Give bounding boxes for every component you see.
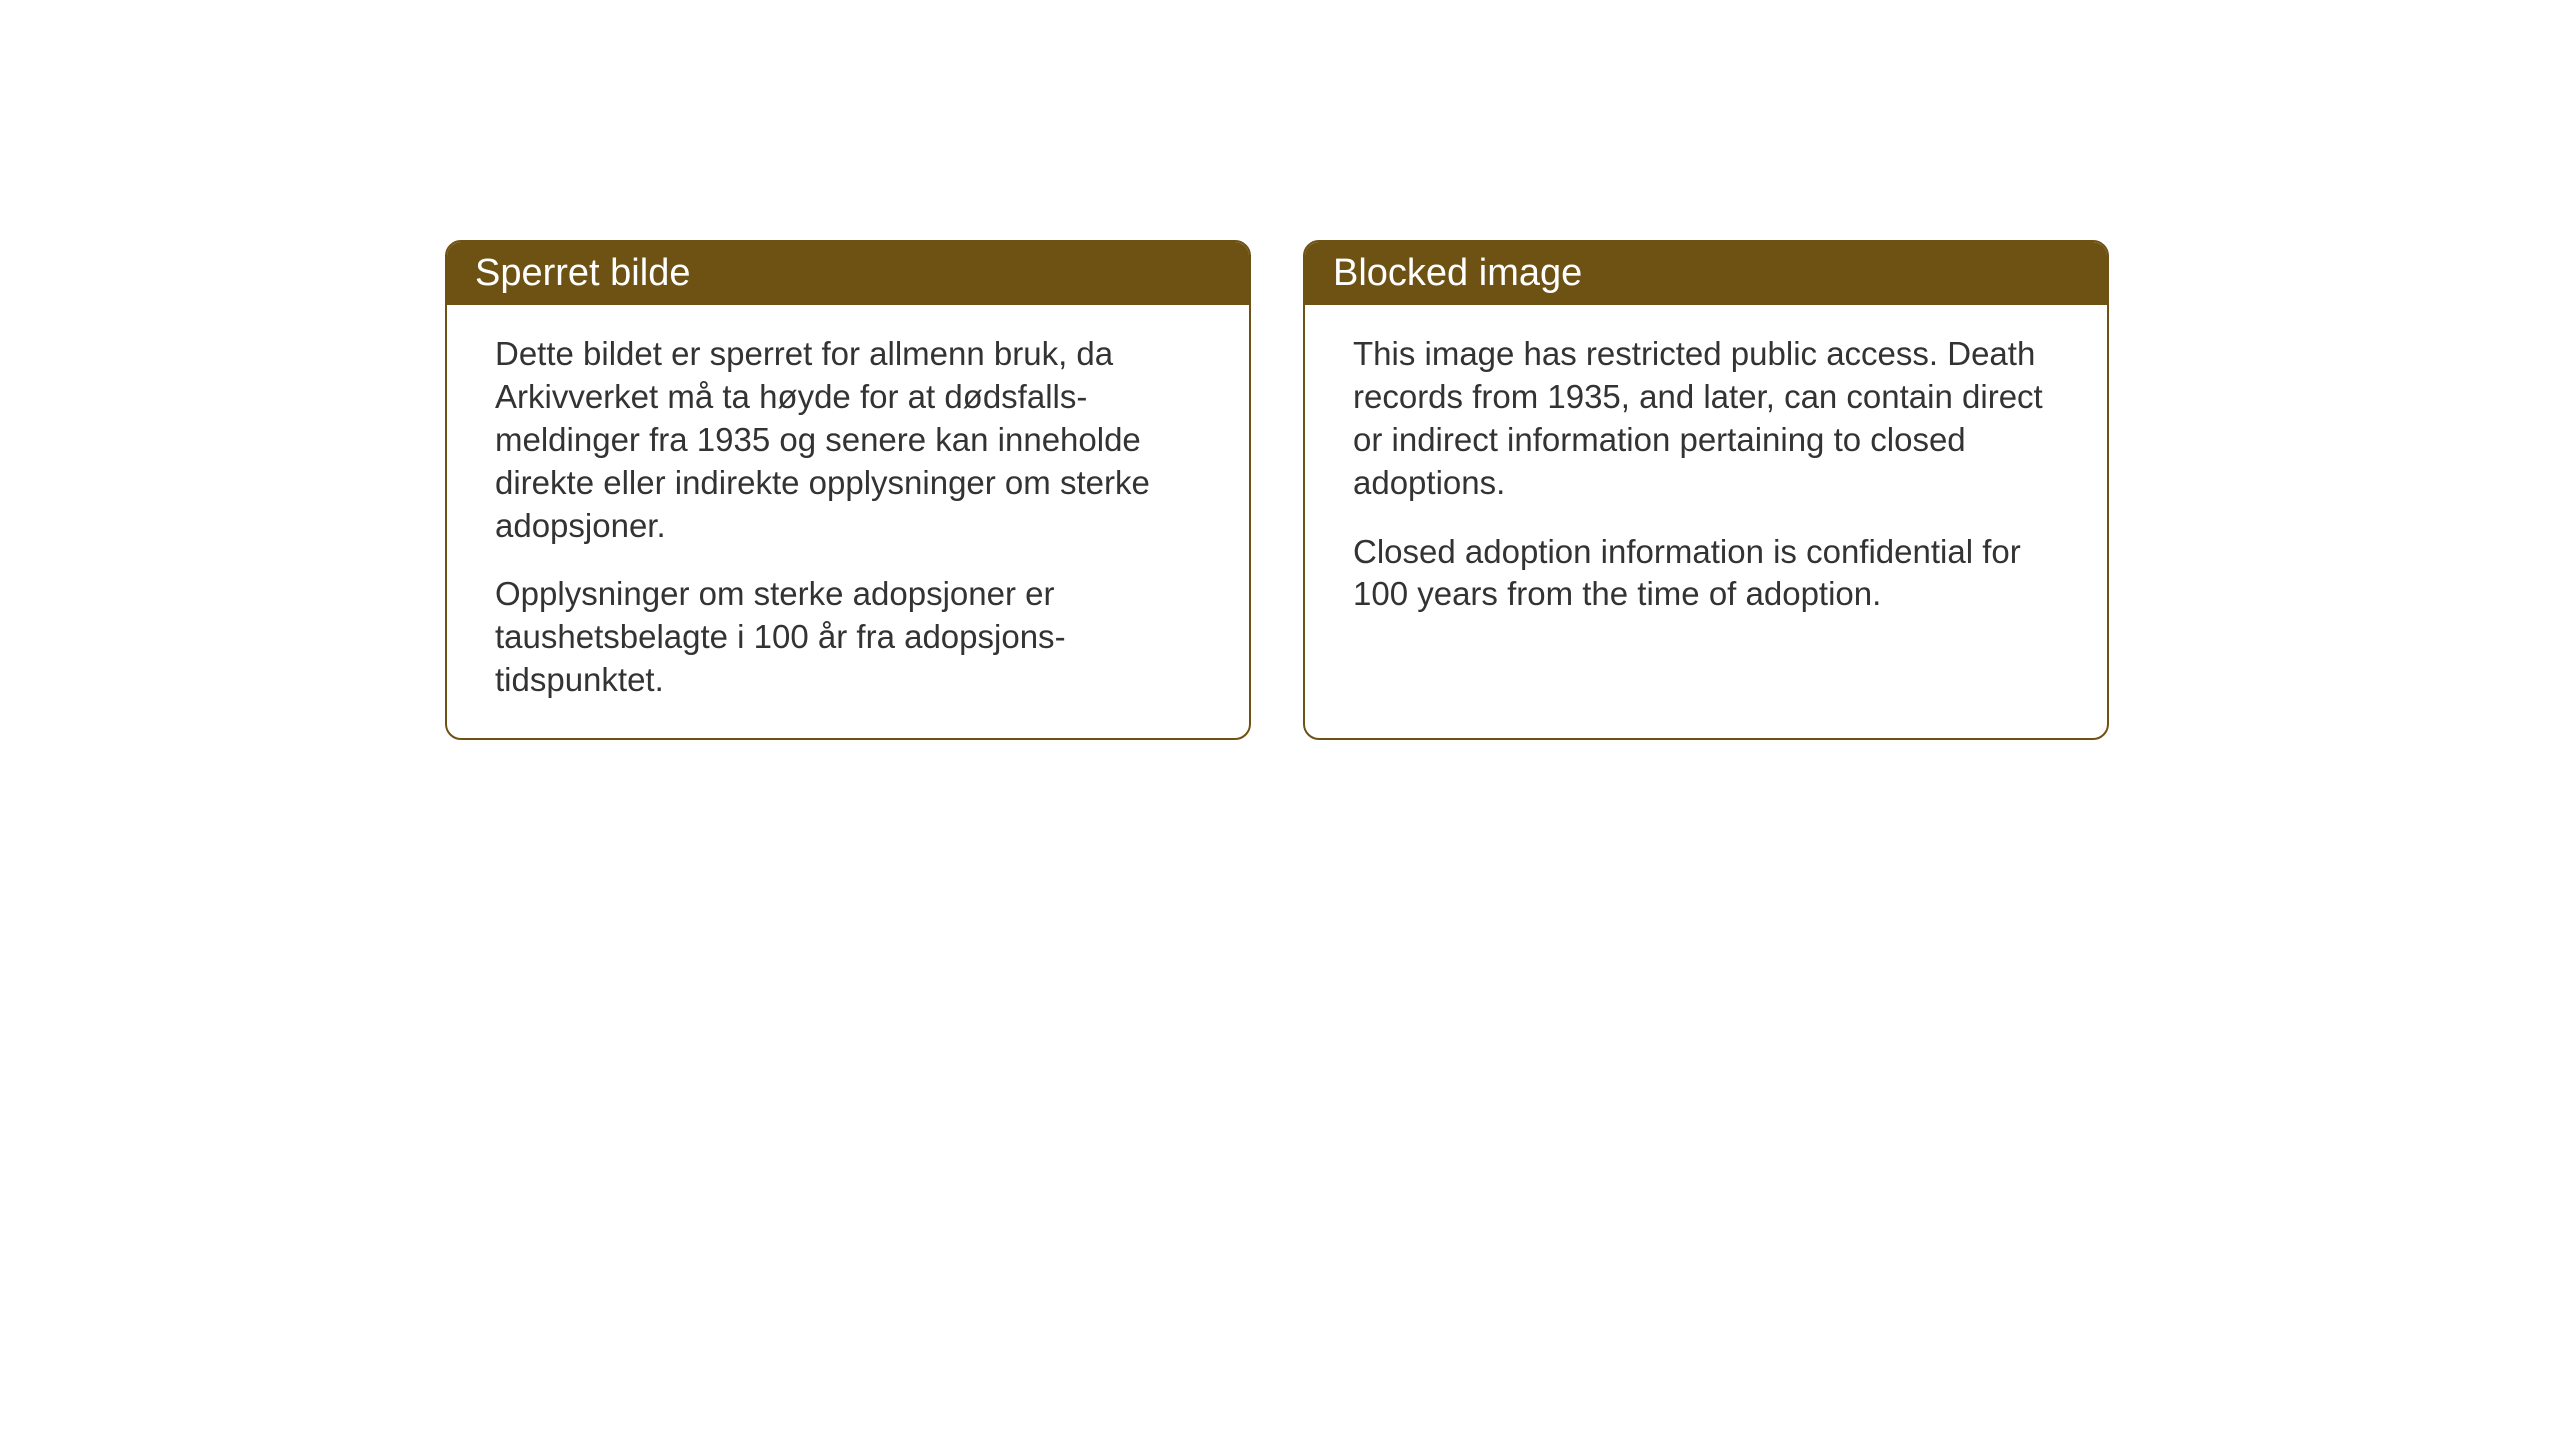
notice-body-norwegian: Dette bildet er sperret for allmenn bruk… [447, 305, 1249, 738]
notice-body-english: This image has restricted public access.… [1305, 305, 2107, 652]
notice-paragraph1-english: This image has restricted public access.… [1353, 333, 2059, 505]
notice-container: Sperret bilde Dette bildet er sperret fo… [0, 0, 2560, 740]
notice-title-norwegian: Sperret bilde [475, 252, 690, 294]
notice-paragraph2-english: Closed adoption information is confident… [1353, 531, 2059, 617]
notice-card-norwegian: Sperret bilde Dette bildet er sperret fo… [445, 240, 1251, 740]
notice-header-norwegian: Sperret bilde [447, 242, 1249, 305]
notice-header-english: Blocked image [1305, 242, 2107, 305]
notice-title-english: Blocked image [1333, 252, 1582, 294]
notice-card-english: Blocked image This image has restricted … [1303, 240, 2109, 740]
notice-paragraph2-norwegian: Opplysninger om sterke adopsjoner er tau… [495, 573, 1201, 702]
notice-paragraph1-norwegian: Dette bildet er sperret for allmenn bruk… [495, 333, 1201, 547]
